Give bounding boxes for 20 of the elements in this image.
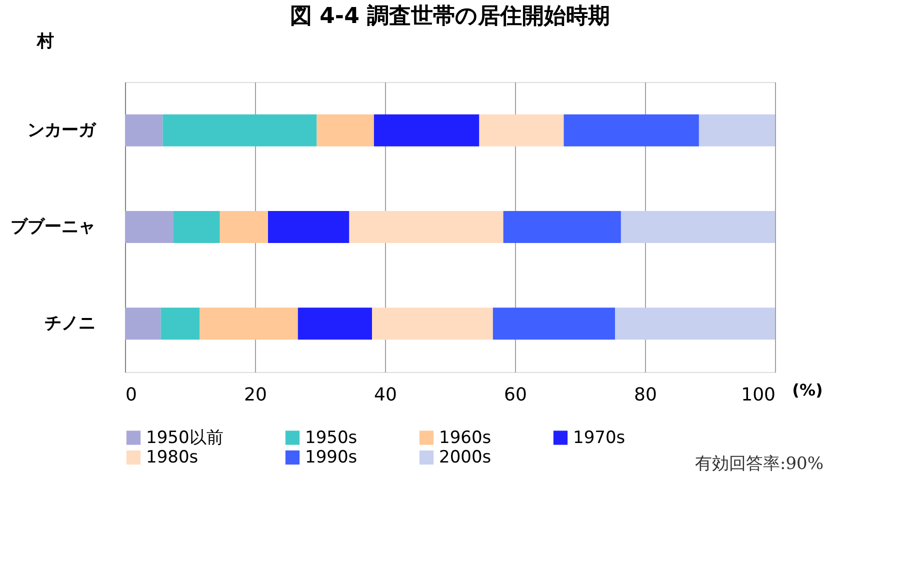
x-tick-label: 60 — [504, 384, 527, 406]
y-tick-label: ブブーニャ — [10, 217, 96, 237]
legend-label: 1960s — [439, 428, 492, 448]
x-tick-label: 40 — [374, 384, 397, 406]
chart-title: 図 4-4 調査世帯の居住開始時期 — [290, 3, 610, 29]
y-tick-label: ンカーガ — [28, 120, 96, 140]
y-tick-label: チノニ — [44, 314, 96, 334]
text: 有効回答率:90% — [695, 454, 824, 474]
legend-label: 1980s — [146, 448, 198, 468]
legend-label: 1970s — [573, 428, 626, 448]
x-tick-label: 80 — [634, 384, 657, 406]
legend-label: 2000s — [439, 448, 492, 468]
x-tick-label: 0 — [126, 384, 137, 406]
legend-label: 1990s — [305, 448, 358, 468]
x-axis-title: (%) — [792, 380, 823, 400]
x-tick-label: 20 — [244, 384, 267, 406]
y-axis-title: 村 — [36, 32, 54, 52]
x-tick-label: 100 — [741, 384, 776, 406]
legend-label: 1950以前 — [146, 428, 224, 448]
legend-label: 1950s — [305, 428, 358, 448]
